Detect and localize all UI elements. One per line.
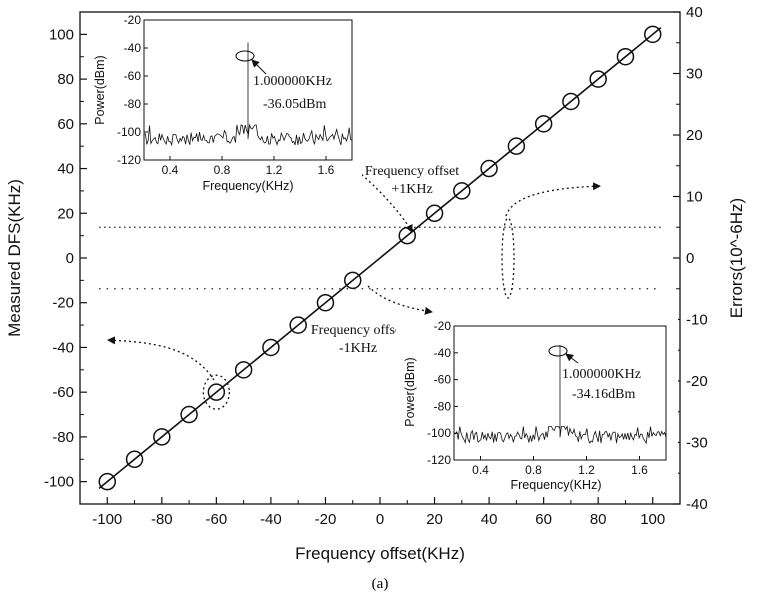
y-tick-label: 0	[66, 250, 74, 267]
y-tick-label: -80	[52, 429, 74, 446]
x-tick-label: -60	[206, 511, 228, 528]
x-tick-label: -100	[92, 511, 122, 528]
inset-x-tick-label: 1.6	[318, 163, 335, 177]
inset-y-tick-label: -80	[124, 97, 142, 111]
inset1-x-label: Frequency(KHz)	[203, 179, 294, 193]
inset-x-tick-label: 1.6	[631, 463, 648, 477]
annotation-offset-plus-line2: +1KHz	[391, 182, 432, 197]
x-tick-label: -80	[151, 511, 173, 528]
inset2-peak-frequency: 1.000000KHz	[562, 367, 641, 382]
y-tick-label: 80	[57, 71, 74, 88]
y-axis-label: Measured DFS(KHz)	[5, 179, 24, 337]
y-tick-label: -60	[52, 384, 74, 401]
inset-y-tick-label: -100	[117, 125, 141, 139]
y2-tick-label: 0	[686, 250, 694, 267]
x-tick-label: 100	[640, 511, 665, 528]
inset2-y-label: Power(dBm)	[403, 357, 417, 426]
x-tick-label: -20	[315, 511, 337, 528]
annotation-offset-plus-line1: Frequency offset	[365, 164, 459, 179]
y2-tick-label: -30	[686, 435, 708, 452]
y-tick-label: 60	[57, 116, 74, 133]
inset1-peak-frequency: 1.000000KHz	[253, 74, 332, 89]
x-tick-label: 40	[481, 511, 498, 528]
inset-x-tick-label: 0.4	[472, 463, 489, 477]
arrow-point-to-inset2	[368, 286, 432, 312]
figure-caption: (a)	[372, 576, 389, 592]
y2-tick-label: 40	[686, 4, 703, 21]
y2-tick-label: 20	[686, 127, 703, 144]
inset-x-tick-label: 0.8	[214, 163, 231, 177]
highlight-ellipse-errors	[502, 218, 514, 298]
y2-tick-label: 10	[686, 189, 703, 206]
x-tick-label: -40	[260, 511, 282, 528]
y-tick-label: -100	[44, 474, 74, 491]
inset-x-tick-label: 1.2	[578, 463, 595, 477]
inset2-x-label: Frequency(KHz)	[511, 478, 602, 492]
y-tick-label: 20	[57, 205, 74, 222]
y2-tick-label: -10	[686, 312, 708, 329]
inset-y-tick-label: -80	[434, 399, 452, 413]
inset-y-tick-label: -20	[434, 319, 452, 333]
inset-x-tick-label: 1.2	[266, 163, 283, 177]
y-tick-label: 100	[49, 26, 74, 43]
inset-x-tick-label: 0.8	[525, 463, 542, 477]
inset-y-tick-label: -100	[427, 426, 451, 440]
inset-y-tick-label: -40	[124, 41, 142, 55]
dfs-figure: -100-80-60-40-20020406080100-100-80-60-4…	[0, 0, 759, 600]
arrow-to-right-axis	[506, 186, 600, 216]
y2-tick-label: -40	[686, 496, 708, 513]
inset-y-tick-label: -60	[434, 373, 452, 387]
x-tick-label: 60	[535, 511, 552, 528]
y2-axis-label: Errors(10^-6Hz)	[727, 198, 746, 318]
inset-x-tick-label: 0.4	[162, 163, 179, 177]
y-tick-label: 40	[57, 161, 74, 178]
inset2-peak-power: -34.16dBm	[572, 387, 636, 402]
x-tick-label: 0	[376, 511, 384, 528]
inset-y-tick-label: -40	[434, 346, 452, 360]
y2-tick-label: -20	[686, 373, 708, 390]
arrow-to-left-axis	[108, 340, 214, 380]
annotation-offset-minus-line2: -1KHz	[339, 341, 377, 356]
x-tick-label: 20	[426, 511, 443, 528]
x-axis-label: Frequency offset(KHz)	[295, 544, 465, 563]
annotation-offset-minus-line1: Frequency offset	[311, 323, 405, 338]
inset-spectrum-plus: 0.4 0.8 1.2 1.6 -20 -40 -60 -80 -100 -120 1.00000…	[88, 13, 362, 193]
y2-tick-label: 30	[686, 66, 703, 83]
inset1-y-label: Power(dBm)	[93, 55, 107, 124]
inset-spectrum-minus: 0.4 0.8 1.2 1.6 -20 -40 -60 -80 -100 -120 1.00000…	[396, 318, 678, 496]
inset-y-tick-label: -20	[124, 13, 142, 27]
inset-y-tick-label: -60	[124, 69, 142, 83]
inset-y-tick-label: -120	[117, 153, 141, 167]
inset-y-tick-label: -120	[427, 453, 451, 467]
inset1-peak-power: -36.05dBm	[263, 97, 327, 112]
y-tick-label: -20	[52, 295, 74, 312]
x-tick-label: 80	[590, 511, 607, 528]
y-tick-label: -40	[52, 339, 74, 356]
